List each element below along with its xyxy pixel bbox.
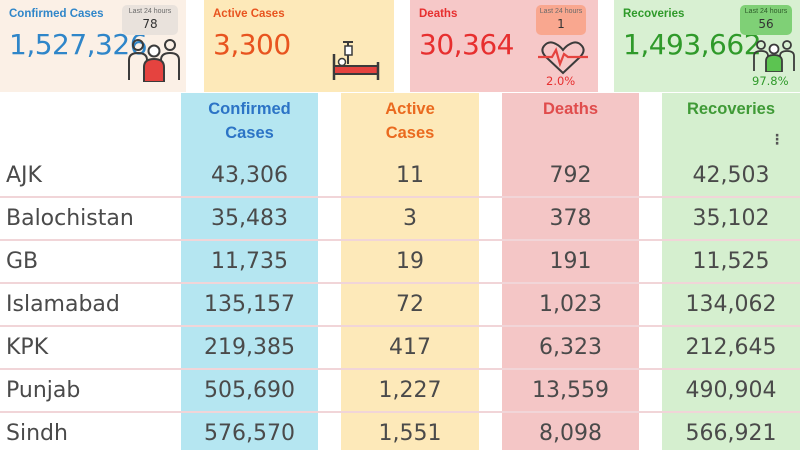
deaths-last-24h-badge: Last 24 hours 1 <box>536 5 586 35</box>
confirmed-cases-card: Confirmed Cases 1,527,326 Last 24 hours … <box>0 0 186 92</box>
cell-confirmed: 11,735 <box>211 249 288 274</box>
active-column-background <box>341 93 479 450</box>
cell-confirmed: 35,483 <box>211 206 288 231</box>
cell-region: KPK <box>6 335 49 360</box>
column-header-confirmed: Confirmed Cases <box>181 97 318 145</box>
deaths-card: Deaths 30,364 Last 24 hours 1 2.0% <box>410 0 598 92</box>
cell-active: 417 <box>389 335 431 360</box>
people-group-icon <box>753 40 795 72</box>
recoveries-label: Recoveries <box>623 8 685 20</box>
header-line: Cases <box>225 124 274 142</box>
badge-caption: Last 24 hours <box>539 8 583 15</box>
cell-deaths: 6,323 <box>539 335 602 360</box>
cell-region: Punjab <box>6 378 81 403</box>
row-divider <box>0 368 800 370</box>
cell-region: Balochistan <box>6 206 134 231</box>
deaths-label: Deaths <box>419 8 458 20</box>
cell-active: 1,551 <box>378 421 442 446</box>
cell-confirmed: 576,570 <box>204 421 295 446</box>
cell-deaths: 1,023 <box>539 292 602 317</box>
badge-caption: Last 24 hours <box>744 8 788 15</box>
cell-region: Sindh <box>6 421 68 446</box>
header-line: Active <box>385 100 435 118</box>
row-divider <box>0 196 800 198</box>
active-cases-label: Active Cases <box>213 8 285 20</box>
cell-region: AJK <box>6 163 42 188</box>
table-row: Punjab 505,690 1,227 13,559 490,904 <box>0 369 800 412</box>
badge-value: 78 <box>142 17 158 31</box>
table-row: Islamabad 135,157 72 1,023 134,062 <box>0 283 800 326</box>
people-group-icon <box>128 39 180 82</box>
table-row: KPK 219,385 417 6,323 212,645 <box>0 326 800 369</box>
confirmed-last-24h-badge: Last 24 hours 78 <box>122 5 178 35</box>
cell-deaths: 13,559 <box>532 378 609 403</box>
cell-recoveries: 134,062 <box>685 292 777 317</box>
cell-active: 11 <box>396 163 424 188</box>
cell-recoveries: 490,904 <box>685 378 777 403</box>
table-row: Balochistan 35,483 3 378 35,102 <box>0 197 800 240</box>
recoveries-column-background <box>662 93 800 450</box>
recoveries-last-24h-badge: Last 24 hours 56 <box>740 5 792 35</box>
cell-confirmed: 43,306 <box>211 163 288 188</box>
cell-active: 3 <box>403 206 417 231</box>
heartbeat-icon <box>538 41 588 75</box>
recoveries-value: 1,493,662 <box>623 28 762 61</box>
table-row: GB 11,735 19 191 11,525 <box>0 240 800 283</box>
cell-recoveries: 35,102 <box>692 206 770 231</box>
header-line: Confirmed <box>208 100 291 118</box>
cell-confirmed: 505,690 <box>204 378 295 403</box>
cell-confirmed: 219,385 <box>204 335 295 360</box>
cell-region: GB <box>6 249 39 274</box>
cell-confirmed: 135,157 <box>204 292 295 317</box>
row-divider <box>0 239 800 241</box>
active-cases-card: Active Cases 3,300 <box>204 0 394 92</box>
cell-active: 19 <box>396 249 424 274</box>
hospital-bed-icon <box>332 41 380 80</box>
badge-caption: Last 24 hours <box>128 8 172 15</box>
recoveries-card: Recoveries 1,493,662 Last 24 hours 56 97… <box>614 0 800 92</box>
badge-value: 56 <box>758 17 774 31</box>
table-row: Sindh 576,570 1,551 8,098 566,921 <box>0 412 800 450</box>
confirmed-column-background <box>181 93 318 450</box>
cell-recoveries: 42,503 <box>692 163 770 188</box>
cell-active: 72 <box>396 292 424 317</box>
column-header-recoveries: Recoveries <box>686 100 776 118</box>
cell-region: Islamabad <box>6 292 120 317</box>
cell-active: 1,227 <box>378 378 442 403</box>
cell-deaths: 8,098 <box>539 421 602 446</box>
recoveries-percent: 97.8% <box>752 74 789 88</box>
confirmed-cases-label: Confirmed Cases <box>9 8 104 20</box>
header-line: Cases <box>385 124 435 142</box>
column-header-active: Active Cases <box>341 97 479 145</box>
cell-recoveries: 566,921 <box>685 421 777 446</box>
deaths-column-background <box>502 93 639 450</box>
cell-deaths: 792 <box>549 163 592 188</box>
cell-recoveries: 11,525 <box>692 249 770 274</box>
column-header-deaths: Deaths <box>542 100 599 118</box>
row-divider <box>0 325 800 327</box>
vertical-dots-icon[interactable]: ⋮ <box>770 132 784 148</box>
active-cases-value: 3,300 <box>213 28 291 61</box>
table-row: AJK 43,306 11 792 42,503 <box>0 154 800 197</box>
cell-deaths: 191 <box>549 249 592 274</box>
cell-recoveries: 212,645 <box>685 335 777 360</box>
row-divider <box>0 282 800 284</box>
deaths-value: 30,364 <box>419 28 514 61</box>
deaths-percent: 2.0% <box>546 74 576 88</box>
cell-deaths: 378 <box>549 206 592 231</box>
row-divider <box>0 411 800 413</box>
badge-value: 1 <box>557 17 565 31</box>
